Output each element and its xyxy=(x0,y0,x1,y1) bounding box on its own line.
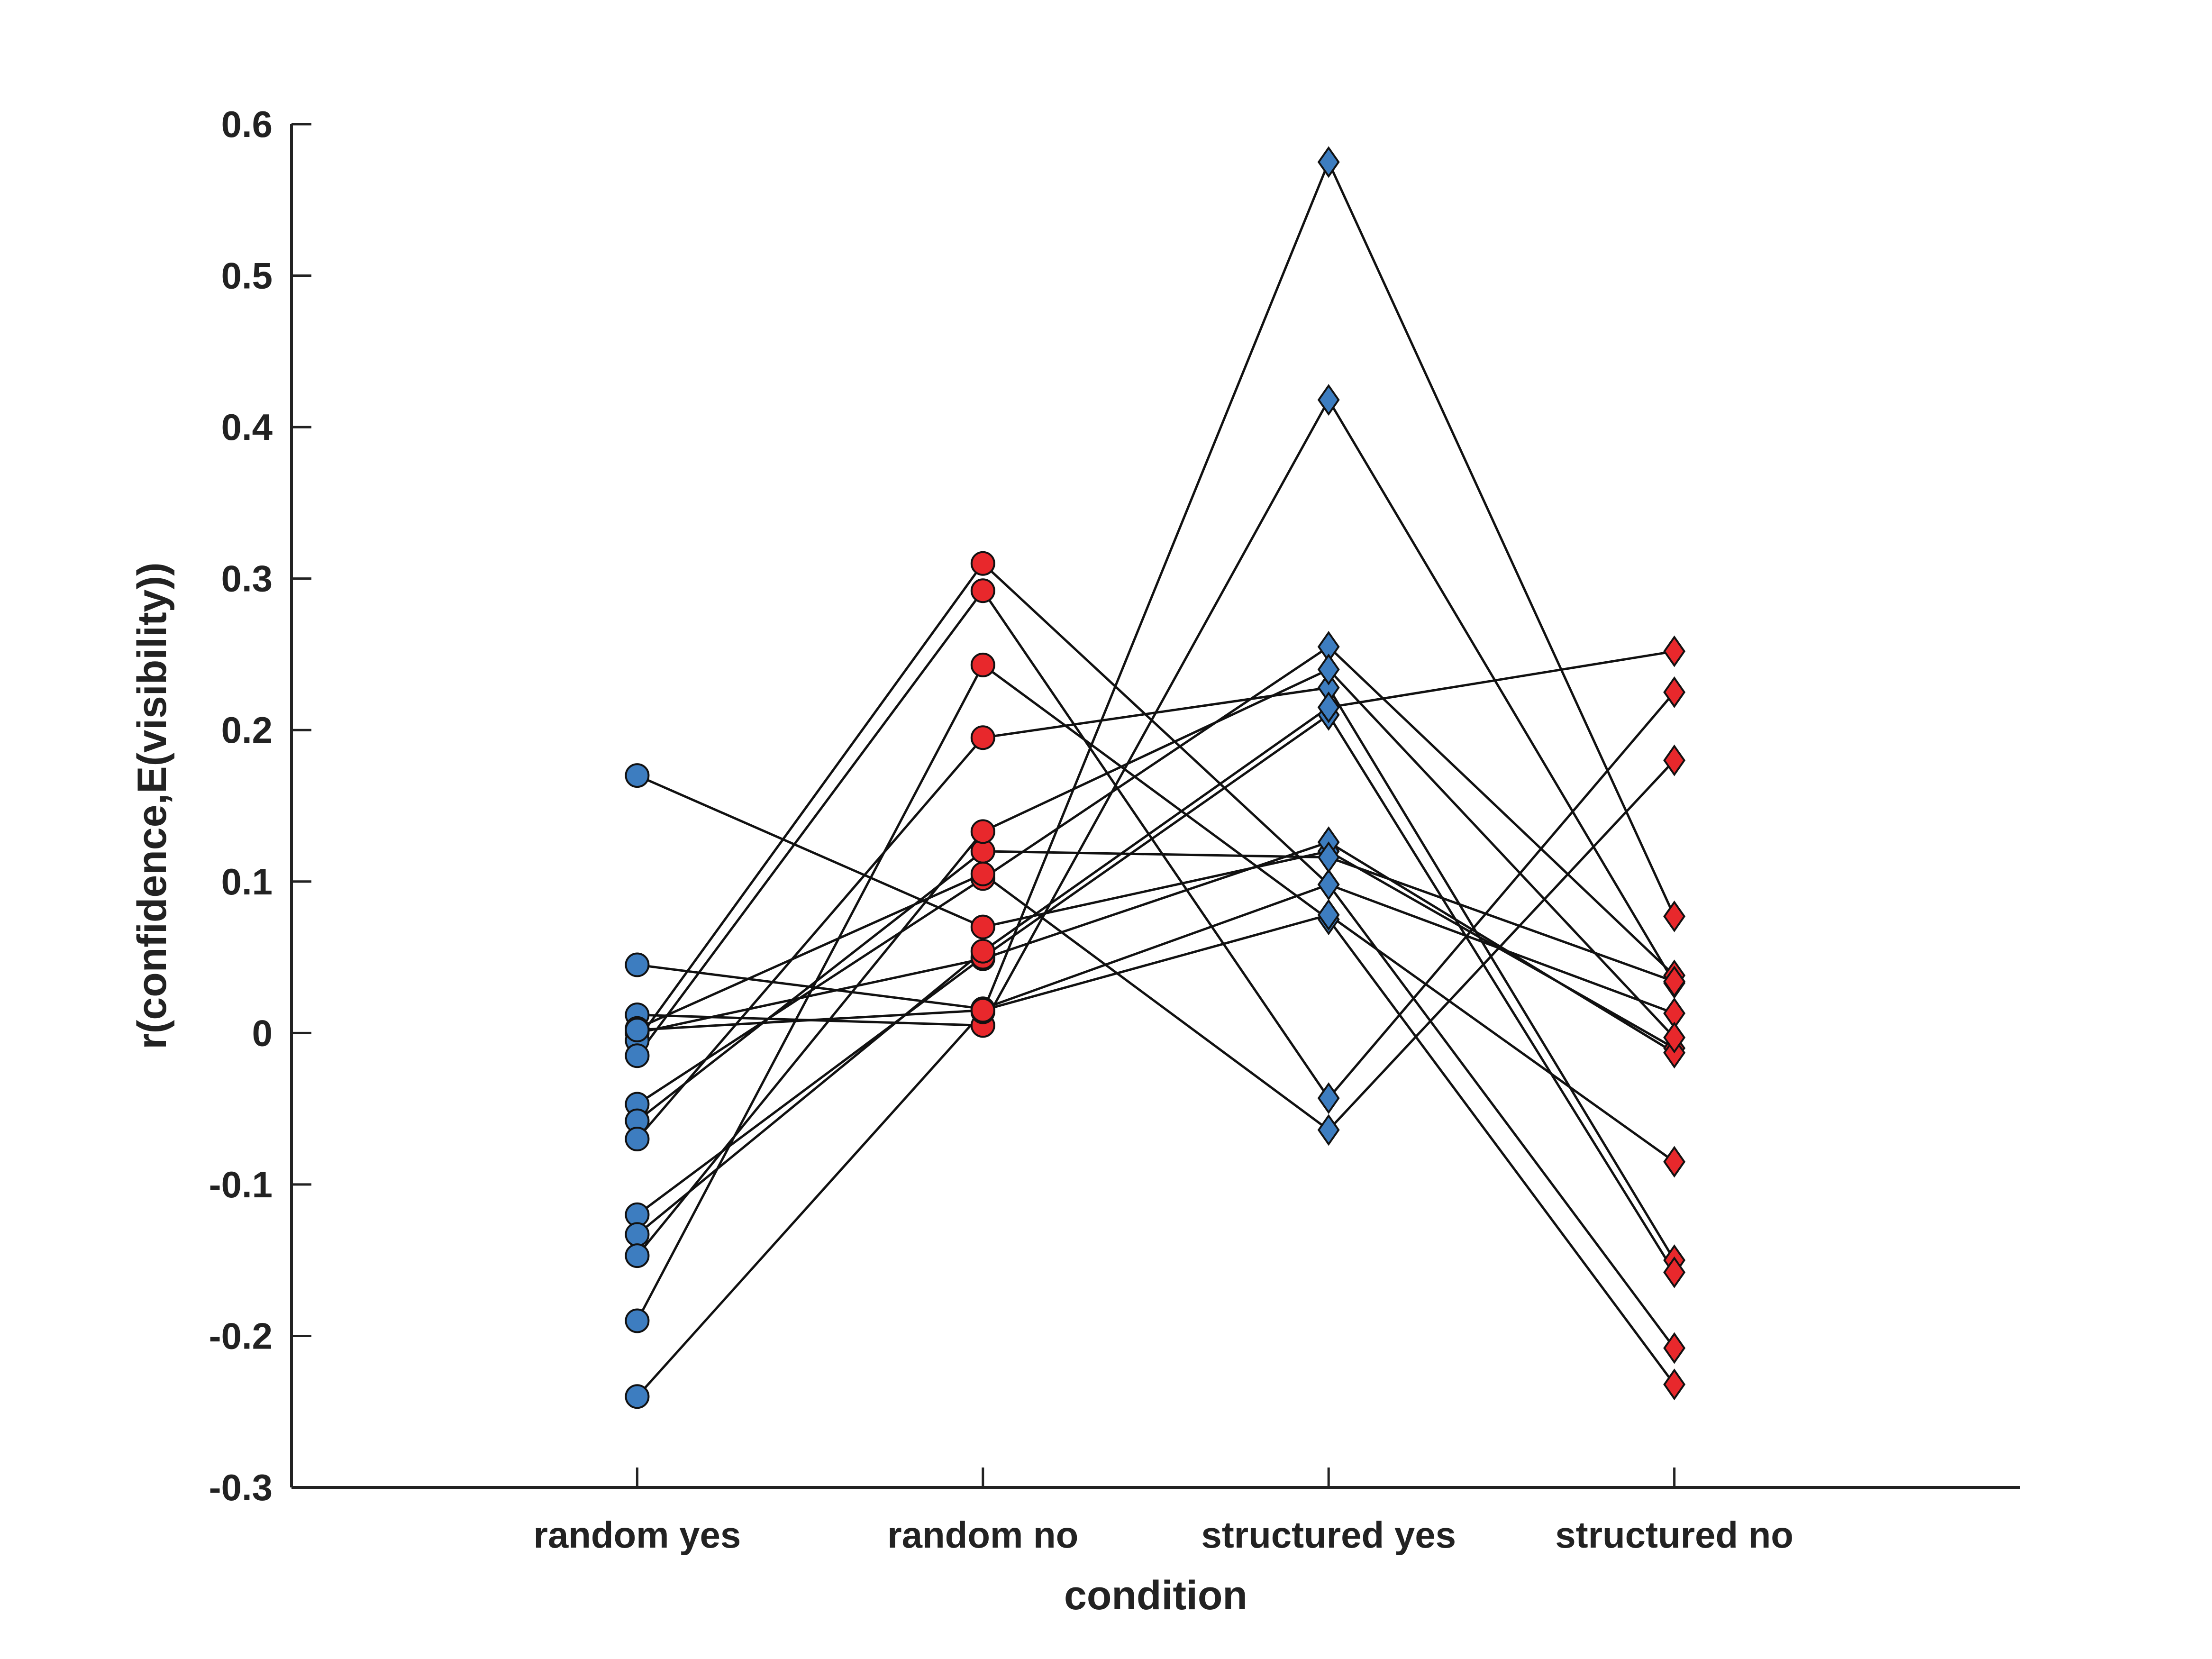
x-tick-label: random yes xyxy=(533,1514,741,1556)
data-point-diamond xyxy=(1663,1368,1686,1401)
data-point-circle xyxy=(970,861,995,886)
data-point-diamond xyxy=(1317,384,1340,416)
data-point-circle xyxy=(970,939,995,964)
y-tick-label: -0.2 xyxy=(209,1315,273,1357)
y-tick-label: 0.4 xyxy=(221,406,273,448)
series-line xyxy=(636,562,1675,1349)
data-point-diamond xyxy=(1317,146,1340,178)
y-tick-label: 0.1 xyxy=(221,861,273,902)
y-axis-label: r(confidence,E(visibility)) xyxy=(129,562,175,1049)
series-line xyxy=(637,913,1675,1163)
series-line xyxy=(636,686,1675,1261)
y-tick-label: -0.1 xyxy=(209,1164,273,1205)
data-point-circle xyxy=(970,551,995,576)
data-point-diamond xyxy=(1663,744,1686,776)
y-tick-label: 0 xyxy=(252,1012,273,1054)
data-point-diamond xyxy=(1317,653,1340,685)
data-point-diamond xyxy=(1663,635,1686,667)
y-tick-label: 0.2 xyxy=(221,709,273,751)
data-point-diamond xyxy=(1317,868,1340,901)
y-tick-label: 0.6 xyxy=(221,103,273,145)
series-line xyxy=(636,668,1675,1257)
y-tick-label: 0.3 xyxy=(221,558,273,600)
data-point-circle xyxy=(625,1017,650,1042)
data-markers xyxy=(625,146,1686,1409)
data-point-diamond xyxy=(1663,966,1686,998)
data-point-circle xyxy=(970,819,995,844)
data-point-circle xyxy=(625,952,650,977)
y-tick-label: -0.3 xyxy=(209,1467,273,1508)
y-tick-label: 0.5 xyxy=(221,255,273,297)
data-point-diamond xyxy=(1317,1082,1340,1114)
data-point-diamond xyxy=(1663,900,1686,932)
series-line xyxy=(636,713,1675,1273)
series-line xyxy=(637,774,1675,1049)
data-point-diamond xyxy=(1663,676,1686,708)
axes xyxy=(290,124,2020,1489)
data-point-circle xyxy=(970,725,995,750)
series-line xyxy=(637,883,1675,1015)
series-line xyxy=(636,161,1675,1397)
series-line xyxy=(636,650,1675,1236)
series-line xyxy=(636,589,1675,1100)
series-line xyxy=(636,664,1675,1386)
series-line xyxy=(637,759,1675,1131)
data-point-circle xyxy=(625,1308,650,1333)
data-point-circle xyxy=(625,1127,650,1152)
data-point-diamond xyxy=(1663,1146,1686,1178)
series-line xyxy=(636,850,1675,1122)
data-point-circle xyxy=(970,652,995,677)
x-ticks: random yes random no structured yes structu… xyxy=(533,1468,1793,1556)
x-tick-label: random no xyxy=(887,1514,1078,1556)
series-lines xyxy=(636,161,1675,1397)
x-axis-label: condition xyxy=(1064,1573,1247,1618)
data-point-circle xyxy=(625,1384,650,1409)
x-tick-label: structured no xyxy=(1555,1514,1793,1556)
data-point-diamond xyxy=(1317,899,1340,931)
data-point-circle xyxy=(625,1243,650,1268)
data-point-circle xyxy=(970,914,995,939)
data-point-diamond xyxy=(1317,841,1340,874)
data-point-diamond xyxy=(1663,1021,1686,1054)
data-point-circle xyxy=(970,578,995,603)
data-point-circle xyxy=(625,1043,650,1068)
data-point-diamond xyxy=(1663,1256,1686,1288)
data-point-diamond xyxy=(1317,691,1340,723)
data-point-diamond xyxy=(1663,1332,1686,1364)
data-point-circle xyxy=(970,998,995,1023)
series-line xyxy=(637,841,1675,1054)
data-point-circle xyxy=(625,1222,650,1247)
data-point-circle xyxy=(625,763,650,788)
y-ticks: -0.3 -0.2 -0.1 0 0.1 0.2 0.3 0.4 0.5 0.6 xyxy=(209,103,311,1508)
x-tick-label: structured yes xyxy=(1201,1514,1456,1556)
data-point-diamond xyxy=(1317,1114,1340,1146)
